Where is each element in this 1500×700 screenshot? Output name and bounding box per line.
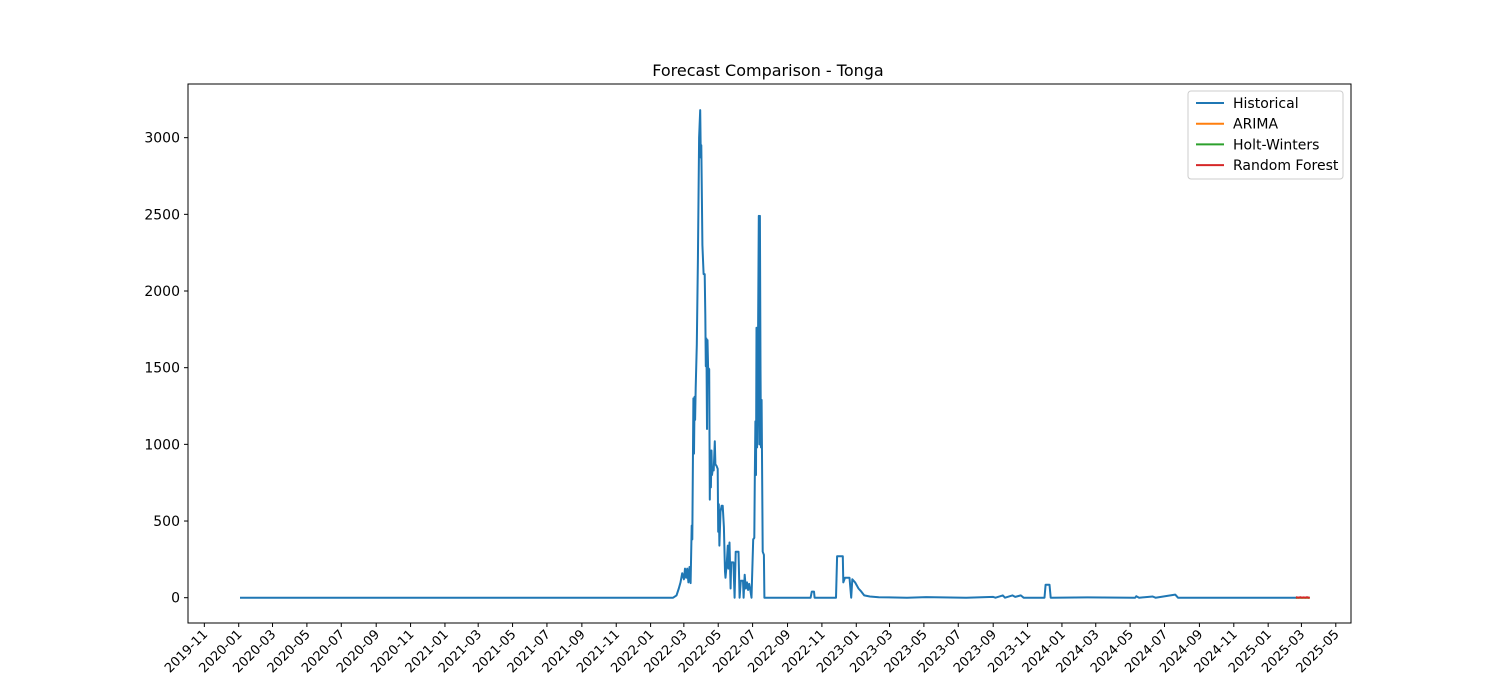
y-tick-label: 2000: [144, 284, 180, 300]
legend-label: Random Forest: [1233, 158, 1339, 174]
legend-label: ARIMA: [1233, 117, 1279, 133]
series-line-random-forest: [1295, 596, 1310, 599]
legend-label: Historical: [1233, 96, 1299, 112]
x-axis: 2019-112020-012020-032020-052020-072020-…: [162, 623, 1343, 676]
y-tick-label: 3000: [144, 131, 180, 147]
chart-legend: Historical ARIMA Holt-Winters Random Forest: [1187, 90, 1344, 180]
y-tick-label: 500: [153, 514, 180, 530]
chart-title: Forecast Comparison - Tonga: [652, 61, 883, 80]
y-tick-label: 2500: [144, 207, 180, 223]
y-tick-label: 1500: [144, 361, 180, 377]
legend-label: Holt-Winters: [1233, 137, 1319, 153]
y-tick-label: 0: [171, 591, 180, 607]
series-line-historical: [240, 109, 1298, 599]
y-tick-label: 1000: [144, 437, 180, 453]
y-axis: 0 500 1000 1500 2000 2500 3000: [144, 131, 188, 607]
legend-box: [1187, 90, 1344, 180]
plot-frame: [187, 83, 1352, 624]
series-layer: [240, 109, 1310, 599]
